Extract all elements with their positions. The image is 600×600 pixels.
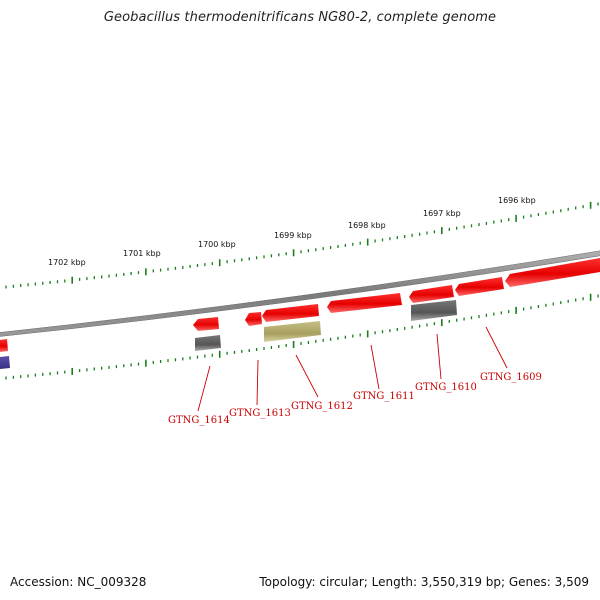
purple-feature-left-edge[interactable]: [0, 356, 10, 369]
gene-block-1609b[interactable]: [505, 258, 600, 287]
reverse-genes: [0, 312, 262, 352]
accession-footer: Accession: NC_009328: [10, 575, 147, 589]
leader-1609: [485, 326, 508, 369]
scale-label-1696: 1696 kbp: [498, 196, 536, 205]
scale-labels: 1702 kbp 1701 kbp 1700 kbp 1699 kbp 1698…: [48, 196, 536, 267]
gene-block-1611[interactable]: [327, 293, 402, 313]
gene-block-1614[interactable]: [193, 317, 219, 331]
scale-label-1699: 1699 kbp: [274, 231, 312, 240]
grey-feature-1614[interactable]: [195, 335, 221, 351]
inner-features: [0, 300, 457, 369]
gene-label-1614[interactable]: GTNG_1614: [168, 415, 230, 426]
forward-genes: [262, 258, 600, 322]
leader-1614: [197, 365, 211, 412]
genome-stats-footer: Topology: circular; Length: 3,550,319 bp…: [259, 575, 589, 589]
olive-feature-1612[interactable]: [264, 321, 321, 342]
leader-1610: [436, 333, 442, 380]
gene-labels: GTNG_1614 GTNG_1613 GTNG_1612 GTNG_1611 …: [168, 372, 542, 426]
grey-feature-1610[interactable]: [411, 300, 457, 321]
genome-title: Geobacillus thermodenitrificans NG80-2, …: [103, 10, 497, 25]
gene-label-1612[interactable]: GTNG_1612: [291, 401, 353, 412]
gene-label-1610[interactable]: GTNG_1610: [415, 382, 477, 393]
backbone: [0, 250, 600, 337]
scale-label-1701: 1701 kbp: [123, 249, 161, 258]
gene-block-1612-forward[interactable]: [262, 304, 319, 322]
leader-1611: [370, 344, 380, 390]
scale-label-1702: 1702 kbp: [48, 258, 86, 267]
leader-1613: [256, 359, 259, 406]
gene-block-left-edge[interactable]: [0, 339, 8, 352]
gene-block-1613[interactable]: [245, 312, 262, 326]
scale-label-1697: 1697 kbp: [423, 209, 461, 218]
gene-label-1611[interactable]: GTNG_1611: [353, 391, 415, 402]
inner-scale-ring: [5, 293, 599, 380]
gene-block-1609a[interactable]: [455, 277, 504, 296]
scale-label-1698: 1698 kbp: [348, 221, 386, 230]
gene-label-1613[interactable]: GTNG_1613: [229, 408, 291, 419]
gene-label-1609[interactable]: GTNG_1609: [480, 372, 542, 383]
outer-scale-ring: [5, 201, 599, 289]
gene-leaders: [197, 326, 508, 412]
gene-block-1610[interactable]: [409, 285, 454, 303]
leader-1612: [295, 354, 319, 398]
scale-label-1700: 1700 kbp: [198, 240, 236, 249]
